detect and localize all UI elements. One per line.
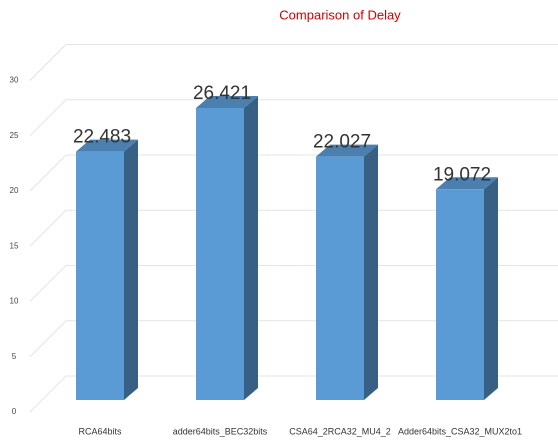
value-label: 26.421 xyxy=(193,83,251,104)
grid-line xyxy=(29,265,558,302)
bar-top xyxy=(76,139,138,152)
value-label: 22.027 xyxy=(313,132,371,153)
x-tick-label: Adder64bits_CSA32_MUX2to1 xyxy=(398,426,522,436)
bar xyxy=(76,139,138,400)
bar xyxy=(316,144,378,400)
y-tick-label: 0 xyxy=(12,407,17,416)
bar-top xyxy=(436,177,498,190)
grid-line xyxy=(29,99,558,137)
grid-line xyxy=(29,209,558,247)
grid-line xyxy=(29,320,558,358)
y-tick-label: 15 xyxy=(10,241,19,250)
grid-line xyxy=(29,44,558,81)
bar xyxy=(436,177,498,400)
bar-side xyxy=(484,177,498,400)
bar-front xyxy=(436,189,484,400)
value-label: 22.483 xyxy=(73,127,131,148)
grid-line xyxy=(29,154,558,192)
bar xyxy=(196,96,258,401)
bar-side xyxy=(364,144,378,400)
y-tick-label: 5 xyxy=(12,352,17,361)
bar-top xyxy=(316,144,378,157)
bar-front xyxy=(316,156,364,400)
value-label: 19.072 xyxy=(433,164,491,185)
bar-top xyxy=(196,96,258,109)
grid-line xyxy=(29,375,558,413)
bar-front xyxy=(76,151,124,400)
y-tick-label: 20 xyxy=(10,186,19,195)
bar-front xyxy=(196,108,244,401)
y-tick-label: 25 xyxy=(10,131,19,140)
chart-title: Comparison of Delay xyxy=(279,7,401,22)
y-tick-label: 10 xyxy=(10,297,19,306)
bar-side xyxy=(244,96,258,401)
bar-side xyxy=(124,139,138,400)
y-tick-label: 30 xyxy=(10,76,19,85)
x-tick-label: adder64bits_BEC32bits xyxy=(173,426,268,436)
x-tick-label: CSA64_2RCA32_MU4_2 xyxy=(289,426,391,436)
x-tick-label: RCA64bits xyxy=(78,426,122,436)
